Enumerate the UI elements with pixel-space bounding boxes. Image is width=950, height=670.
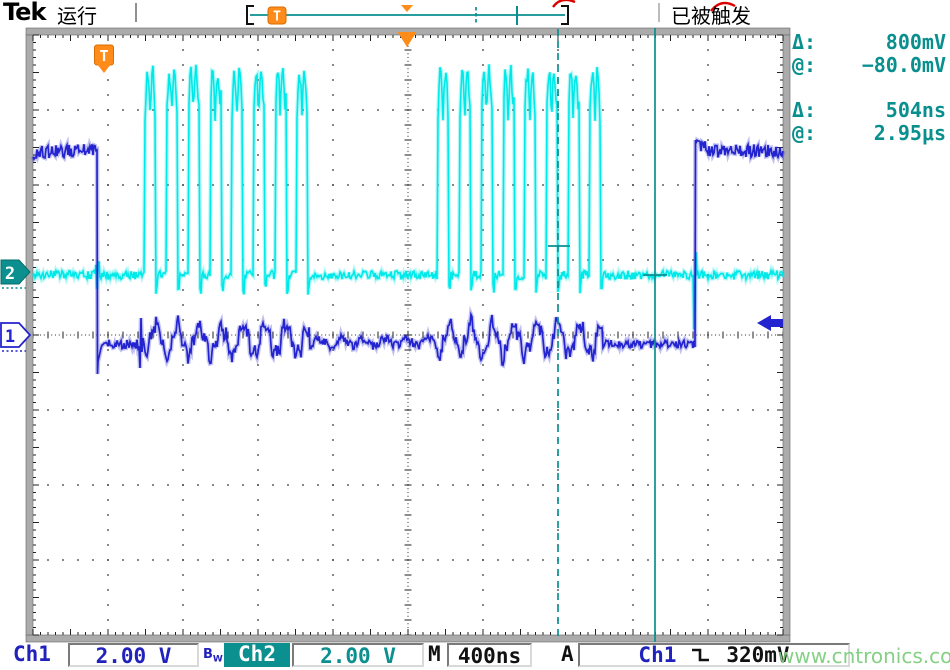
svg-text:T: T — [273, 10, 281, 25]
svg-text:2: 2 — [5, 264, 15, 284]
horizontal-position-bar — [135, 3, 660, 47]
trigger-position-flag[interactable]: T — [94, 44, 114, 73]
trigger-time-marker[interactable]: T — [267, 6, 287, 25]
record-view-marker-icon — [401, 5, 413, 12]
ch1-trace — [30, 135, 786, 375]
cursor-dashed[interactable] — [548, 29, 570, 641]
svg-text:T: T — [99, 47, 108, 65]
ch1-position-marker[interactable]: 1 — [0, 322, 32, 352]
ch2-position-marker[interactable]: 2 — [0, 259, 31, 289]
svg-text:1: 1 — [5, 327, 15, 347]
red-annotation-marks — [552, 0, 736, 12]
trigger-level-arrow[interactable] — [757, 315, 783, 331]
cursor-solid[interactable] — [643, 28, 667, 642]
trigger-point-icon — [397, 32, 417, 47]
